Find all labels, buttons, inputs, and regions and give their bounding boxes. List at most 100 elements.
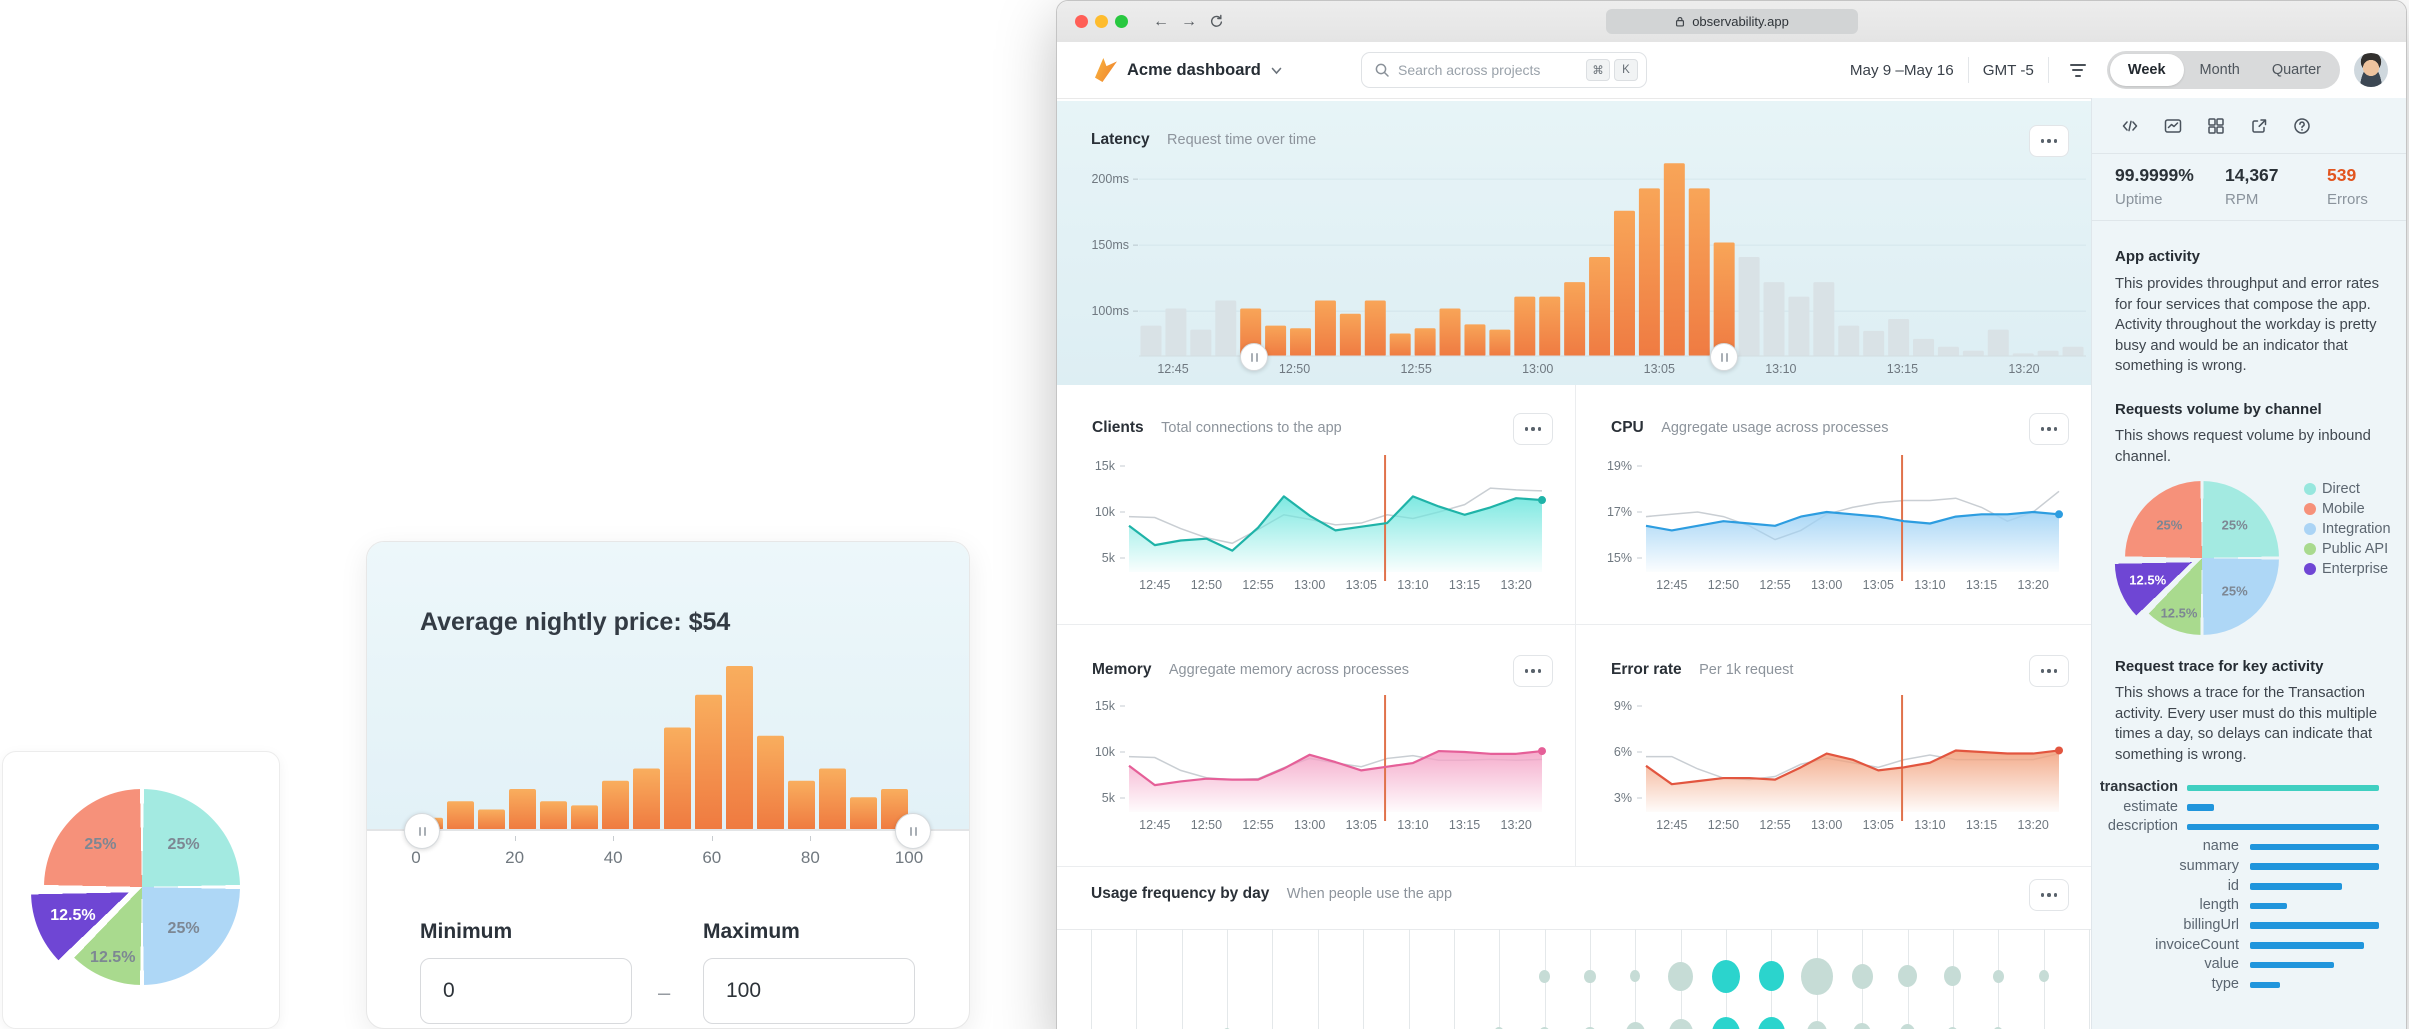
code-icon[interactable]: [2116, 112, 2144, 140]
minimum-input[interactable]: 0: [420, 958, 632, 1024]
timezone[interactable]: GMT -5: [1982, 61, 2034, 79]
share-icon[interactable]: [2245, 112, 2273, 140]
maximum-input[interactable]: 100: [703, 958, 915, 1024]
svg-text:15k: 15k: [1095, 459, 1116, 473]
pie-slice-label-enterprise: 12.5%: [2129, 572, 2167, 588]
svg-text:12:55: 12:55: [1400, 362, 1431, 376]
svg-text:13:20: 13:20: [2018, 578, 2049, 592]
forward-icon[interactable]: →: [1181, 13, 1197, 30]
svg-text:13:20: 13:20: [1501, 818, 1532, 832]
usage-title: Usage frequency by day: [1091, 885, 1270, 902]
legend-label-public-api: Public API: [2322, 541, 2389, 557]
tab-month[interactable]: Month: [2199, 62, 2240, 78]
stat-label-errors: Errors: [2327, 191, 2368, 208]
price-histogram: [367, 542, 969, 830]
svg-text:17%: 17%: [1607, 505, 1632, 519]
acme-logo-icon: [1095, 58, 1117, 82]
legend-label-integration: Integration: [2322, 521, 2391, 537]
usage-gridline: [1453, 929, 1455, 1029]
tab-week[interactable]: Week: [2109, 54, 2184, 86]
svg-text:12:45: 12:45: [1139, 818, 1170, 832]
search-placeholder: Search across projects: [1398, 62, 1541, 78]
trace-bar-billingUrl: [2250, 922, 2379, 929]
trace-bar-transaction: [2187, 784, 2379, 791]
price-slider-track[interactable]: [367, 829, 969, 831]
browser-window: ← → observability.app Acme dashboard: [1056, 0, 2407, 1029]
filter-icon[interactable]: [2063, 55, 2093, 85]
legend-label-direct: Direct: [2322, 481, 2360, 497]
minimize-window-button[interactable]: [1095, 15, 1108, 28]
cpu-title: CPU: [1611, 419, 1644, 436]
divider: [1967, 57, 1969, 83]
svg-text:12:50: 12:50: [1708, 818, 1739, 832]
search-input[interactable]: Search across projects ⌘ K: [1361, 52, 1647, 88]
latency-title: Latency: [1091, 131, 1150, 148]
trace-bar-description: [2187, 823, 2379, 831]
svg-text:12:55: 12:55: [1759, 818, 1790, 832]
price-slider-handle-min[interactable]: [404, 813, 440, 849]
legend-dot-integration: [2304, 523, 2316, 535]
maximum-label: Maximum: [703, 920, 800, 943]
chevron-down-icon[interactable]: [1271, 67, 1282, 75]
grid-icon[interactable]: [2202, 112, 2230, 140]
avatar[interactable]: [2354, 53, 2388, 87]
svg-text:13:05: 13:05: [1863, 578, 1894, 592]
error-rate-menu-button[interactable]: [2029, 655, 2069, 687]
app-title[interactable]: Acme dashboard: [1127, 61, 1261, 79]
close-window-button[interactable]: [1075, 15, 1088, 28]
price-slider-handle-max[interactable]: [895, 813, 931, 849]
header-right: May 9 –May 16 GMT -5 Week Month Quarter: [1850, 42, 2388, 98]
latency-subtitle: Request time over time: [1167, 132, 1317, 148]
usage-gridline: [1136, 929, 1138, 1029]
cpu-chart: 15% 17% 19% 12:45 12:50 12:55 13:00 13:05 13:10 1…: [1576, 385, 2091, 624]
requests-title: Requests volume by channel: [2115, 401, 2322, 418]
svg-text:13:10: 13:10: [1397, 818, 1428, 832]
usage-bubble: [1668, 1019, 1693, 1029]
back-icon[interactable]: ←: [1153, 13, 1169, 30]
trace-label-type: type: [2211, 976, 2239, 992]
price-axis-label: 40: [603, 848, 623, 867]
insights-sidebar: 99.9999% Uptime 14,367 RPM 539 Errors App act…: [2091, 98, 2406, 1029]
latency-menu-button[interactable]: [2029, 125, 2069, 157]
channel-pie-chart: 25%25%12.5%12.5%25%: [2114, 481, 2279, 640]
cpu-menu-button[interactable]: [2029, 413, 2069, 445]
clients-title: Clients: [1092, 419, 1144, 436]
chart-icon[interactable]: [2159, 112, 2187, 140]
trace-label-description: description: [2107, 818, 2178, 835]
svg-text:12:45: 12:45: [1656, 578, 1687, 592]
requests-body: This shows request volume by inbound cha…: [2115, 428, 2371, 465]
search-icon: [1374, 62, 1390, 78]
usage-bubble: [1584, 1026, 1596, 1029]
clients-menu-button[interactable]: [1513, 413, 1553, 445]
brush-handle-right[interactable]: [1710, 343, 1738, 371]
svg-text:13:15: 13:15: [1966, 578, 1997, 592]
usage-bubble: [1712, 1016, 1741, 1029]
usage-bubble: [1757, 1017, 1786, 1029]
app-activity-body: This provides throughput and error rates…: [2115, 276, 2380, 374]
trace-bar-id: [2250, 883, 2342, 890]
svg-text:13:15: 13:15: [1887, 362, 1918, 376]
memory-menu-button[interactable]: [1513, 655, 1553, 687]
stat-label-uptime: Uptime: [2115, 191, 2163, 208]
svg-text:13:10: 13:10: [1397, 578, 1428, 592]
usage-bubble: [2038, 970, 2049, 982]
tab-quarter[interactable]: Quarter: [2271, 62, 2321, 78]
svg-text:12:55: 12:55: [1242, 578, 1273, 592]
date-range[interactable]: May 9 –May 16: [1849, 61, 1954, 79]
svg-text:13:20: 13:20: [1501, 578, 1532, 592]
search-shortcut: ⌘ K: [1582, 59, 1638, 81]
usage-menu-button[interactable]: [2029, 879, 2069, 911]
usage-bubble: [1851, 963, 1873, 989]
trace-label-length: length: [2199, 897, 2239, 914]
usage-bubble: [1626, 1022, 1645, 1029]
usage-gridline: [1091, 929, 1092, 1029]
help-icon[interactable]: [2288, 112, 2316, 140]
zoom-window-button[interactable]: [1115, 15, 1128, 28]
usage-bubble: [1758, 961, 1785, 991]
brush-handle-left[interactable]: [1240, 343, 1268, 371]
svg-text:12:45: 12:45: [1656, 818, 1687, 832]
price-title: Average nightly price: $54: [420, 608, 731, 636]
reload-icon[interactable]: [1209, 14, 1224, 29]
trace-chart: transaction estimate description name summar…: [2092, 774, 2406, 1014]
url-bar[interactable]: observability.app: [1605, 9, 1858, 34]
